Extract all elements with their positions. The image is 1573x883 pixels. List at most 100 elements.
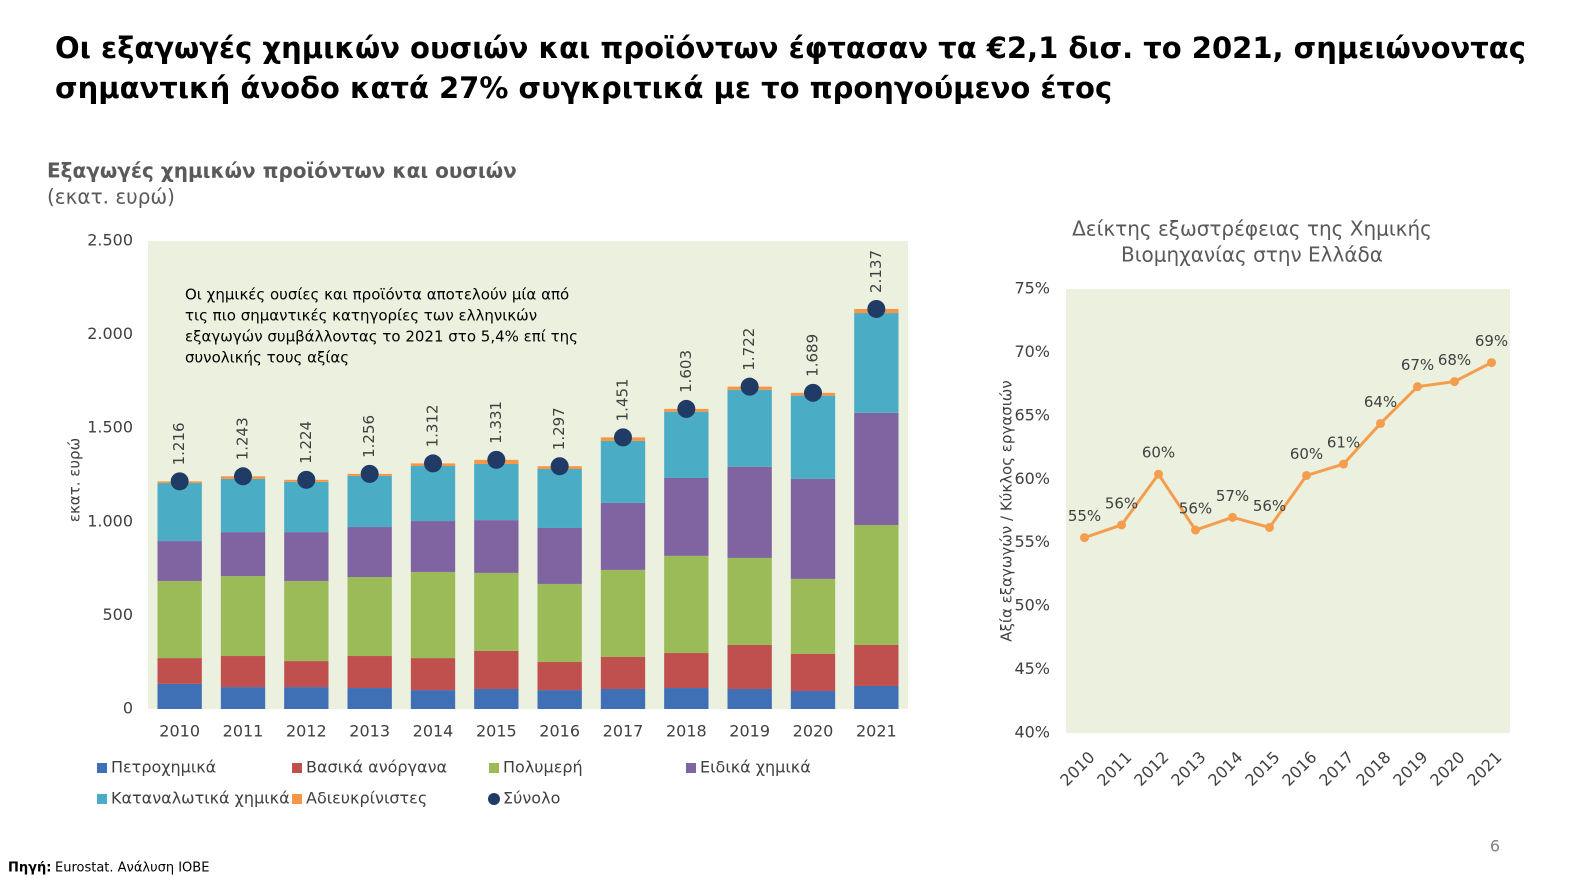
bar-segment [537,469,582,528]
line-point [1376,418,1385,428]
source-label: Πηγή: [8,861,51,876]
bar-segment [537,583,582,663]
bar-segment [474,688,519,709]
bar-segment [157,658,202,684]
x-tick-label: 2014 [413,722,454,741]
bar-segment [347,577,392,657]
bar-segment [727,644,772,689]
data-label: 1.256 [360,415,378,458]
total-dot [740,377,759,396]
bar-segment [854,644,899,686]
y-tick-label: 65% [1014,405,1050,424]
bar-segment [157,483,202,542]
x-tick-label: 2011 [223,722,264,741]
total-dot [424,454,442,473]
data-label: 61% [1327,434,1360,452]
data-label: 67% [1401,356,1434,374]
bar-segment [410,571,456,659]
total-dot [804,383,822,402]
line-point [1302,470,1311,480]
data-label: 57% [1216,487,1249,505]
plot-area [148,241,908,709]
chart-title: Βιομηχανίας στην Ελλάδα [1121,243,1383,267]
bar-segment [284,532,329,581]
bar-segment [284,661,329,688]
bar-segment [790,478,836,579]
bar-segment [664,411,709,478]
bar-segment [474,520,519,573]
line-point [1191,525,1200,535]
data-label: 60% [1290,445,1323,463]
source-text: Eurostat. Ανάλυση ΙΟΒΕ [55,861,209,876]
bar-segment [854,685,899,709]
legend-label: Σύνολο [503,789,560,808]
total-dot [614,428,632,447]
bar-segment [474,650,519,689]
bar-segment [727,389,772,467]
headline: Οι εξαγωγές χημικών ουσιών και προϊόντων… [55,31,1526,65]
bar-segment [537,690,582,709]
bar-segment [220,687,266,709]
total-dot [867,299,886,318]
total-dot [550,457,569,476]
x-tick-label: 2013 [349,722,390,741]
chart-title: Δείκτης εξωστρέφειας της Χημικής [1072,217,1432,241]
legend-marker [292,794,302,804]
legend-label: Πετροχημικά [111,758,216,777]
data-label: 68% [1438,351,1471,369]
annotation: Οι χημικές ουσίες και προϊόντα αποτελούν… [185,286,569,304]
line-point [1487,358,1496,368]
x-tick-label: 2020 [1426,748,1468,790]
x-tick-label: 2019 [729,722,770,741]
legend-label: Καταναλωτικά χημικά [111,789,290,808]
x-tick-label: 2021 [1463,748,1505,790]
bar-segment [854,412,899,525]
bar-segment [157,683,202,709]
data-label: 2.137 [867,250,885,293]
bar-segment [790,691,836,709]
total-dot [677,399,696,418]
legend-marker [686,763,696,773]
legend-marker [488,793,500,805]
y-axis-label: εκατ. ευρώ [66,438,84,522]
x-tick-label: 2020 [793,722,834,741]
bar-segment [157,541,202,581]
plot-area [1066,289,1510,733]
bar-segment [284,580,329,662]
x-tick-label: 2010 [1056,748,1098,790]
bar-segment [410,690,456,709]
y-tick-label: 0 [123,699,133,718]
x-tick-label: 2013 [1167,748,1209,790]
bar-segment [790,653,836,692]
y-tick-label: 45% [1014,659,1050,678]
page-number: 6 [1490,837,1500,856]
annotation: τις πιο σημαντικές κατηγορίες των ελληνι… [185,307,537,325]
data-label: 56% [1105,494,1138,512]
legend-label: Ειδικά χημικά [700,758,811,777]
y-tick-label: 75% [1014,279,1050,298]
x-tick-label: 2021 [856,722,897,741]
y-tick-label: 2.500 [87,231,133,250]
x-tick-label: 2016 [1278,748,1320,790]
x-tick-label: 2014 [1204,748,1246,790]
bar-segment [157,580,202,659]
bar-segment [727,557,772,645]
line-point [1080,533,1089,543]
line-point [1265,522,1274,532]
bar-segment [410,466,456,522]
data-label: 1.312 [424,404,442,447]
chart-title: Εξαγωγές χημικών προϊόντων και ουσιών [47,159,517,183]
data-label: 56% [1179,500,1212,518]
bar-segment [537,662,582,691]
line-point [1117,520,1126,530]
bar-segment [474,463,519,521]
line-point [1154,469,1163,479]
legend-marker [292,763,302,773]
legend-marker [97,794,107,804]
legend-label: Πολυμερή [503,758,583,777]
bar-segment [284,481,329,533]
x-tick-label: 2019 [1389,748,1431,790]
legend-marker [97,763,107,773]
bar-segment [347,527,392,578]
y-tick-label: 70% [1014,342,1050,361]
